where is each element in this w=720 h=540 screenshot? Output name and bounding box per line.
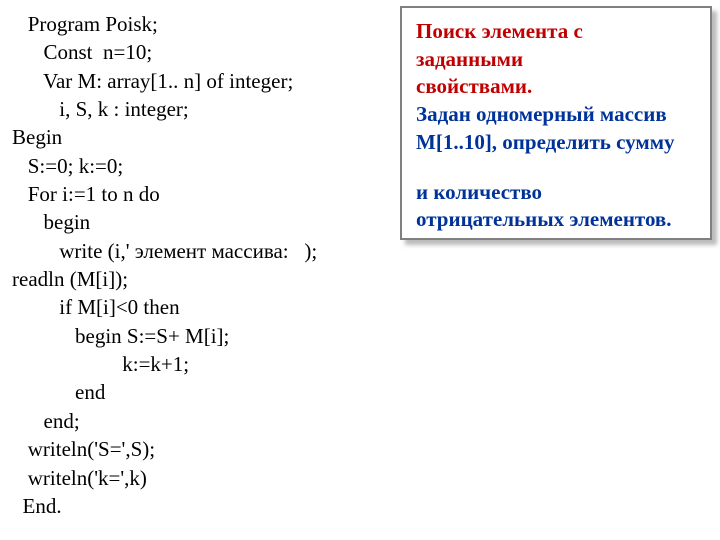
info-body-line: отрицательных элементов. <box>416 207 672 231</box>
code-line: begin S:=S+ M[i]; <box>12 322 708 350</box>
code-line: end <box>12 378 708 406</box>
info-body: и количество отрицательных элементов. <box>416 179 696 234</box>
code-line: End. <box>12 492 708 520</box>
code-line: readln (M[i]); <box>12 265 708 293</box>
info-title: Поиск элемента с заданными свойствами. <box>416 18 696 101</box>
info-title-line: заданными <box>416 47 523 71</box>
spacer <box>416 157 696 179</box>
code-line: if M[i]<0 then <box>12 293 708 321</box>
code-line: k:=k+1; <box>12 350 708 378</box>
info-body-line: M[1..10], определить сумму <box>416 130 675 154</box>
code-line: write (i,' элемент массива: ); <box>12 237 708 265</box>
info-body-line: и количество <box>416 180 542 204</box>
info-title-line: Поиск элемента с <box>416 19 583 43</box>
info-body: Задан одномерный массив M[1..10], опреде… <box>416 101 696 156</box>
code-line: writeln('S=',S); <box>12 435 708 463</box>
code-line: end; <box>12 407 708 435</box>
info-body-line: Задан одномерный массив <box>416 102 667 126</box>
code-line: writeln('k=',k) <box>12 464 708 492</box>
info-callout-box: Поиск элемента с заданными свойствами. З… <box>400 6 712 240</box>
info-title-line: свойствами. <box>416 74 532 98</box>
